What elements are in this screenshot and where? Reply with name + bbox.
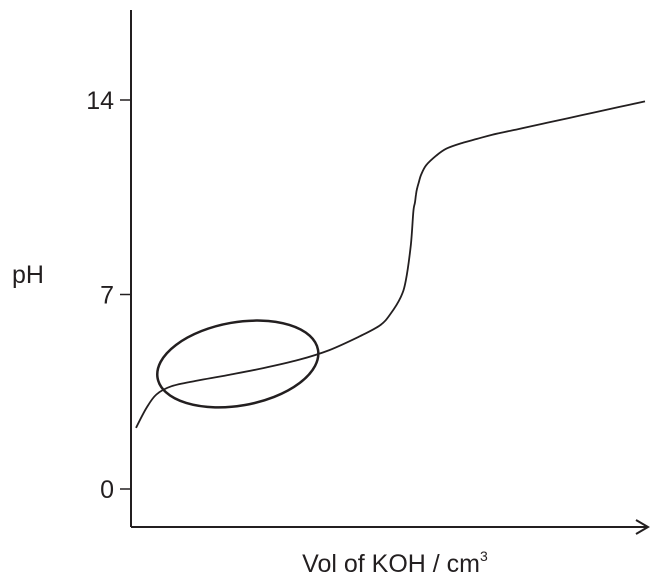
y-tick-label: 7 xyxy=(100,282,114,310)
y-tick-label: 0 xyxy=(100,476,114,504)
x-axis-title-main: Vol of KOH / cm xyxy=(302,550,480,578)
x-axis-arrowhead xyxy=(635,519,650,535)
axes xyxy=(130,10,650,535)
buffer-region-ellipse xyxy=(156,319,320,409)
x-axis-title-superscript: 3 xyxy=(480,548,488,564)
x-axis-title: Vol of KOH / cm3 xyxy=(302,548,488,578)
y-ticks: 0 7 14 xyxy=(86,87,131,504)
annotations-group xyxy=(156,319,320,409)
y-tick-label: 14 xyxy=(86,87,114,115)
y-axis-title: pH xyxy=(12,261,44,289)
titration-curve xyxy=(135,100,646,429)
series-group xyxy=(135,100,646,429)
